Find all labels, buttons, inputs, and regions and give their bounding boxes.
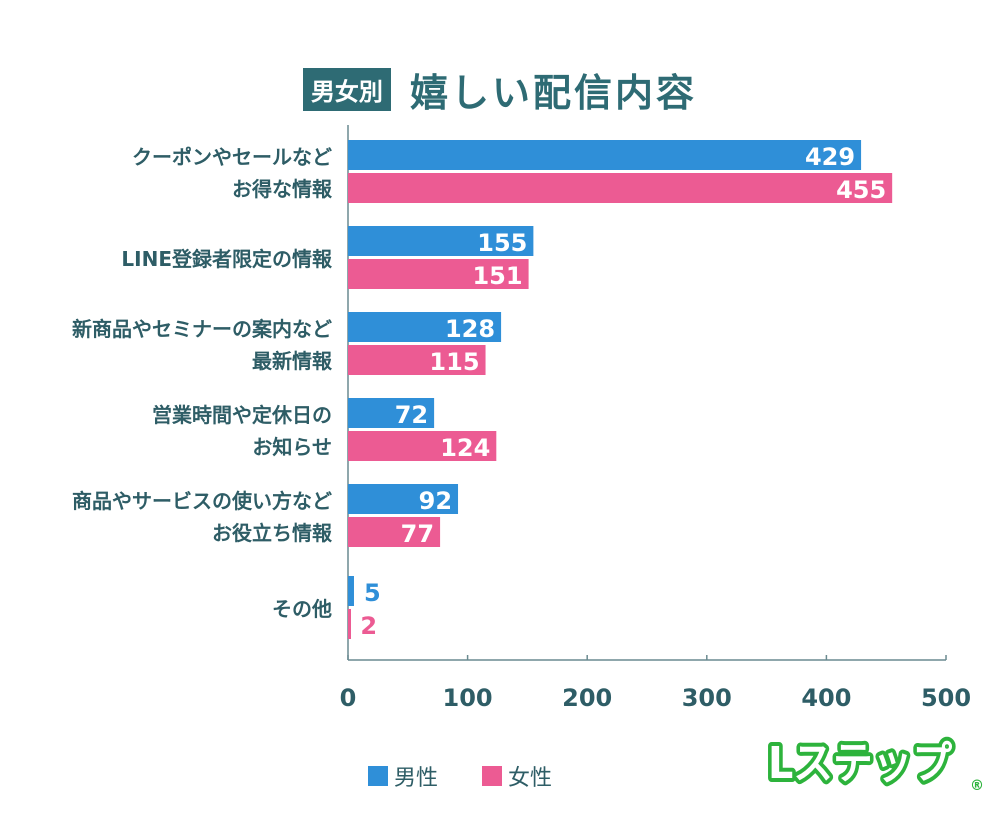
bar-male — [348, 226, 534, 256]
x-tick-label: 500 — [921, 684, 971, 712]
data-label: 115 — [429, 348, 479, 376]
bar-male — [348, 484, 459, 514]
bar-female — [348, 609, 351, 639]
data-label: 155 — [477, 229, 527, 257]
chart-title: 男女別 嬉しい配信内容 — [0, 62, 1000, 117]
x-tick-label: 100 — [443, 684, 493, 712]
legend-item-male: 男性 — [368, 760, 438, 792]
bar-male — [348, 398, 435, 428]
bar-female — [348, 345, 486, 375]
registered-mark: ® — [970, 778, 984, 794]
x-tick-label: 400 — [801, 684, 851, 712]
legend-label-male: 男性 — [394, 766, 439, 791]
logo-text: Lステップ — [768, 738, 952, 789]
category-label: お役立ち情報 — [212, 521, 333, 545]
category-label: 商品やサービスの使い方など — [72, 489, 332, 513]
data-label: 92 — [419, 487, 452, 515]
title-main: 嬉しい配信内容 — [410, 71, 698, 115]
x-tick-label: 300 — [682, 684, 732, 712]
category-label: その他 — [272, 597, 332, 621]
bar-male — [348, 140, 862, 170]
lstep-logo: Lステップ ® — [764, 734, 984, 794]
data-label: 72 — [395, 401, 428, 429]
category-label: 新商品やセミナーの案内など — [72, 317, 332, 341]
data-label: 5 — [364, 579, 381, 607]
title-badge: 男女別 — [302, 68, 391, 111]
bar-female — [348, 517, 441, 547]
data-label: 124 — [440, 434, 490, 462]
bar-female — [348, 173, 893, 203]
data-label: 128 — [445, 315, 495, 343]
category-label: クーポンやセールなど — [132, 145, 332, 169]
legend: 男性 女性 — [368, 760, 552, 792]
category-label: お得な情報 — [232, 177, 333, 201]
category-label: お知らせ — [252, 435, 332, 459]
x-tick-label: 0 — [340, 684, 357, 712]
data-label: 455 — [836, 176, 886, 204]
legend-item-female: 女性 — [482, 760, 552, 792]
x-tick-label: 200 — [562, 684, 612, 712]
category-label: 営業時間や定休日の — [152, 403, 332, 427]
legend-swatch-male — [368, 766, 388, 786]
data-label: 2 — [360, 612, 377, 640]
data-label: 151 — [472, 262, 522, 290]
bar-male — [348, 312, 502, 342]
category-label: LINE登録者限定の情報 — [121, 247, 333, 271]
bar-female — [348, 259, 529, 289]
legend-label-female: 女性 — [508, 766, 553, 791]
category-label: 最新情報 — [252, 349, 333, 373]
data-label: 429 — [805, 143, 855, 171]
bar-female — [348, 431, 497, 461]
bar-male — [348, 576, 354, 606]
data-label: 77 — [401, 520, 434, 548]
legend-swatch-female — [482, 766, 503, 786]
